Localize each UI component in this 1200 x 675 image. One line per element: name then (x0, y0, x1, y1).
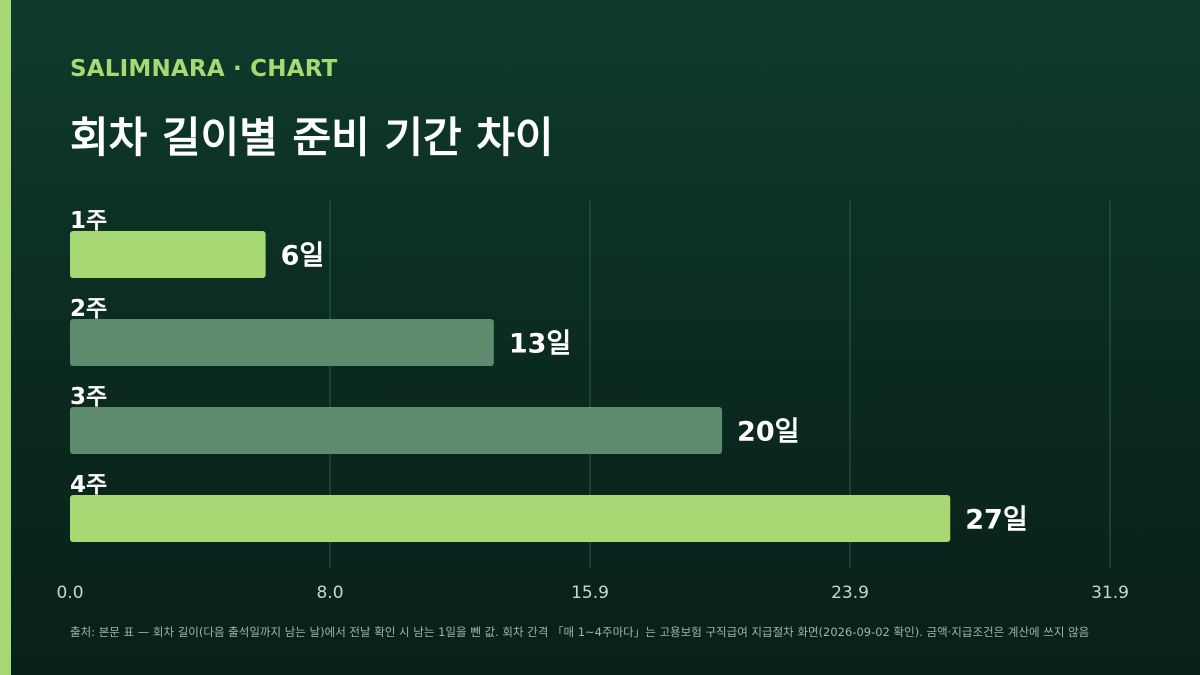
value-label: 6일 (281, 241, 325, 272)
accent-strip (0, 0, 11, 675)
category-label: 1주 (70, 208, 107, 234)
x-tick-label: 23.9 (831, 583, 869, 603)
value-label: 13일 (509, 329, 571, 360)
bar (70, 407, 723, 454)
category-label: 3주 (70, 384, 107, 410)
category-label: 2주 (70, 296, 107, 322)
x-tick-label: 0.0 (56, 583, 83, 603)
x-tick-label: 31.9 (1091, 583, 1129, 603)
value-label: 27일 (965, 505, 1027, 536)
category-label: 4주 (70, 472, 107, 498)
x-tick-label: 15.9 (571, 583, 609, 603)
bar (70, 319, 494, 366)
brand-label: SALIMNARA · CHART (70, 56, 338, 82)
page-title: 회차 길이별 준비 기간 차이 (70, 113, 554, 162)
x-tick-label: 8.0 (316, 583, 343, 603)
value-label: 20일 (737, 417, 799, 448)
footnote: 출처: 본문 표 — 회차 길이(다음 출석일까지 남는 날)에서 전날 확인 … (70, 625, 1090, 639)
bar (70, 495, 951, 542)
bar (70, 231, 266, 278)
